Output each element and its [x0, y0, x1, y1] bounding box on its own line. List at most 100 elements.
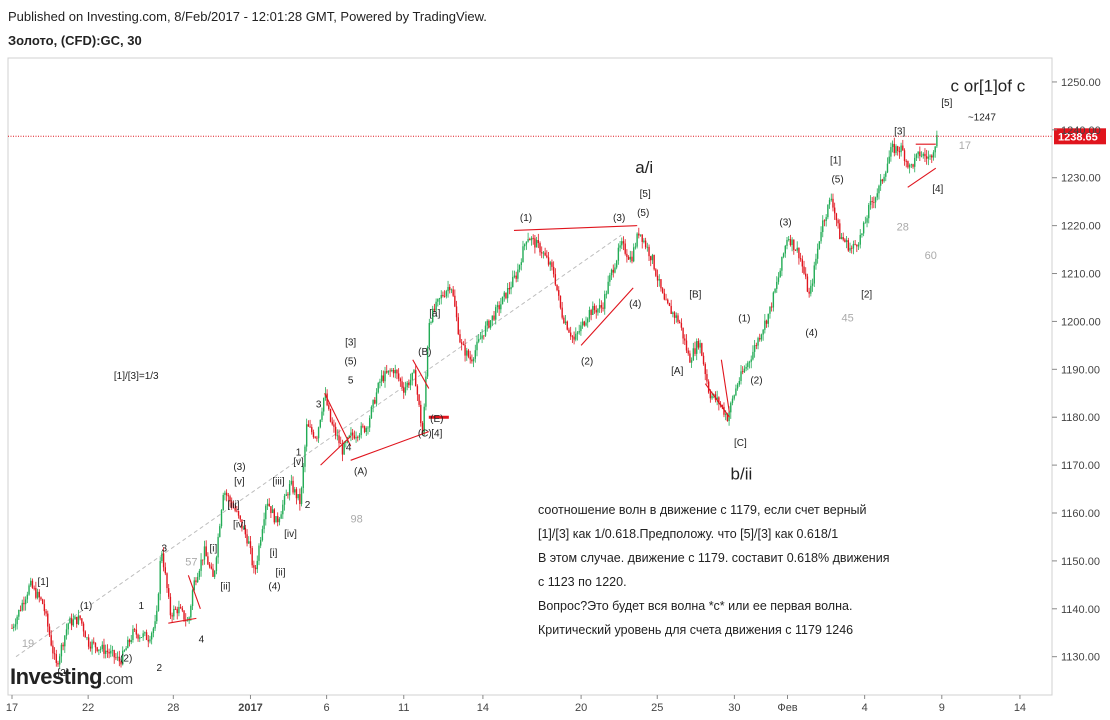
candle-body — [849, 247, 851, 251]
candle-body — [920, 155, 923, 157]
candle-body — [735, 388, 737, 396]
candle-body — [333, 424, 335, 427]
candle-body — [859, 234, 861, 245]
candle-body — [726, 413, 729, 422]
candle-body — [803, 266, 805, 274]
candle-body — [459, 334, 461, 343]
candle-body — [420, 404, 422, 424]
candle-body — [157, 593, 160, 611]
x-tick-label: 17 — [6, 702, 18, 714]
candle-body — [413, 370, 415, 373]
candle-body — [868, 205, 870, 219]
candle-body — [86, 637, 88, 639]
y-tick-label: 1200.00 — [1061, 316, 1101, 328]
candle-body — [822, 220, 824, 233]
candle-body — [433, 308, 436, 311]
candle-body — [283, 495, 286, 505]
candle-body — [677, 315, 679, 322]
candle-body — [564, 321, 567, 324]
candle-body — [181, 608, 184, 611]
candle-body — [535, 239, 538, 248]
candle-body — [825, 217, 827, 222]
bar-count-label: 28 — [897, 221, 909, 233]
candle-body — [615, 260, 618, 268]
candle-body — [246, 534, 248, 544]
candle-body — [142, 633, 144, 638]
candle-body — [820, 232, 822, 242]
wave-label: [5] — [640, 189, 651, 200]
candle-body — [392, 369, 395, 374]
candle-body — [552, 266, 555, 275]
candle-body — [254, 567, 257, 570]
wave-annotation-line — [720, 359, 730, 413]
wave-label: (3) — [233, 462, 245, 473]
candle-body — [845, 240, 848, 243]
candle-body — [927, 156, 930, 159]
candle-body — [48, 626, 51, 636]
candle-body — [525, 241, 528, 245]
bar-count-label: 60 — [925, 250, 937, 262]
candle-body — [203, 546, 206, 560]
candle-body — [489, 320, 492, 328]
candle-body — [319, 419, 321, 428]
candle-body — [656, 275, 659, 281]
candle-body — [730, 402, 732, 413]
candle-body — [667, 299, 669, 304]
wave-label: 4 — [199, 634, 205, 645]
candle-body — [278, 518, 281, 523]
candle-body — [740, 371, 742, 382]
candle-body — [438, 298, 441, 300]
candle-body — [619, 245, 621, 248]
candle-body — [394, 369, 396, 374]
candle-body — [697, 341, 700, 348]
candle-body — [512, 276, 514, 288]
candle-body — [864, 222, 867, 224]
candle-body — [122, 650, 124, 665]
x-tick-label: 9 — [939, 702, 945, 714]
candle-body — [694, 348, 696, 354]
candle-body — [67, 623, 69, 630]
candle-body — [837, 220, 839, 224]
x-tick-label: 14 — [477, 702, 489, 714]
candle-body — [692, 348, 695, 361]
candle-body — [33, 587, 35, 589]
candle-body — [650, 256, 652, 261]
candle-body — [198, 570, 201, 577]
candle-body — [312, 432, 315, 438]
candle-body — [532, 237, 534, 239]
candle-body — [259, 539, 262, 546]
candle-body — [798, 247, 800, 259]
current-price-layer: 1238.65 — [8, 128, 1106, 145]
candle-body — [26, 594, 29, 600]
candle-body — [406, 382, 408, 388]
candle-body — [140, 637, 143, 638]
wave-annotation-line — [187, 575, 201, 609]
candle-body — [561, 307, 563, 318]
y-tick-label: 1140.00 — [1061, 604, 1100, 616]
candle-body — [292, 480, 294, 493]
candle-body — [682, 327, 684, 339]
candle-body — [237, 511, 240, 516]
candle-body — [876, 193, 878, 198]
candle-body — [885, 172, 887, 177]
wave-label: (3) — [613, 213, 625, 224]
bar-count-label: 98 — [351, 514, 363, 526]
candle-body — [462, 344, 465, 345]
trend-line — [15, 234, 622, 658]
candle-body — [643, 240, 645, 242]
candle-body — [910, 164, 913, 166]
candle-body — [597, 308, 599, 313]
candle-body — [523, 244, 526, 247]
candle-body — [215, 557, 218, 571]
candle-body — [627, 257, 630, 260]
candle-body — [530, 237, 533, 241]
candle-body — [568, 329, 570, 333]
candle-body — [573, 336, 575, 340]
candle-body — [81, 618, 83, 624]
candle-body — [513, 275, 516, 277]
wave-label: [B] — [689, 289, 701, 300]
candle-body — [476, 341, 478, 351]
candle-body — [542, 252, 545, 254]
candle-body — [321, 411, 323, 420]
